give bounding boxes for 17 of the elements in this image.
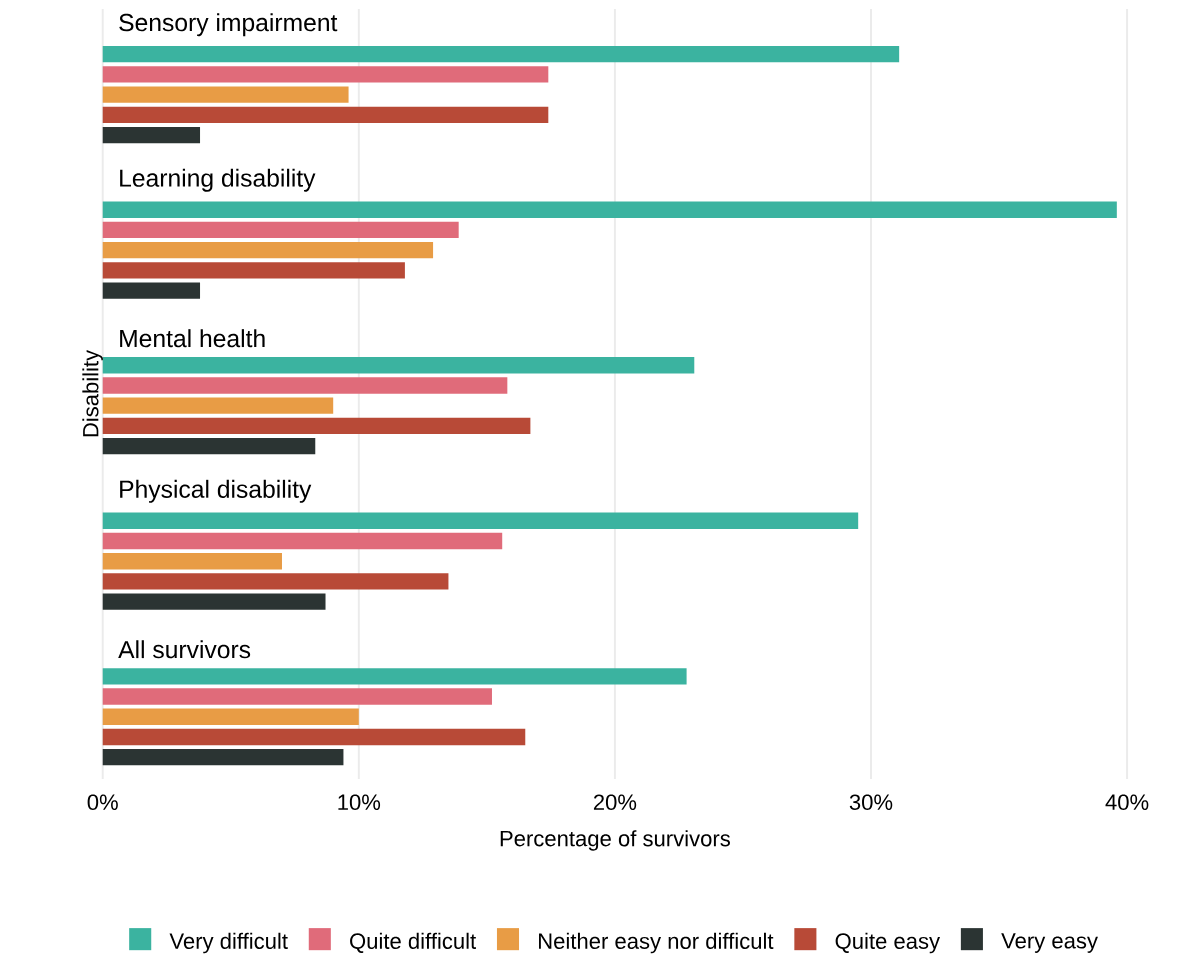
y-tick-label: Learning disability [120,168,316,192]
legend-label: Very difficult [169,932,288,954]
legend-label: Quite easy [835,932,941,954]
y-tick-label: Physical disability [120,479,312,503]
x-tick-label: 30% [849,794,893,810]
x-tick-label: 10% [338,794,381,810]
legend-label: Neither easy nor difficult [539,932,774,954]
x-axis-title: Percentage of survivors [500,830,730,851]
y-tick-label: All survivors [118,640,251,659]
y-tick-label: Sensory impairment [119,13,338,37]
x-tick-label: 40% [1105,794,1149,810]
legend-label: Very easy [1001,933,1098,953]
x-tick-label: 0% [87,794,118,810]
legend-label: Quite difficult [350,932,477,953]
y-axis-title: Disability [82,349,103,437]
y-tick-label: Mental health [120,329,265,348]
x-tick-label: 20% [593,794,637,810]
